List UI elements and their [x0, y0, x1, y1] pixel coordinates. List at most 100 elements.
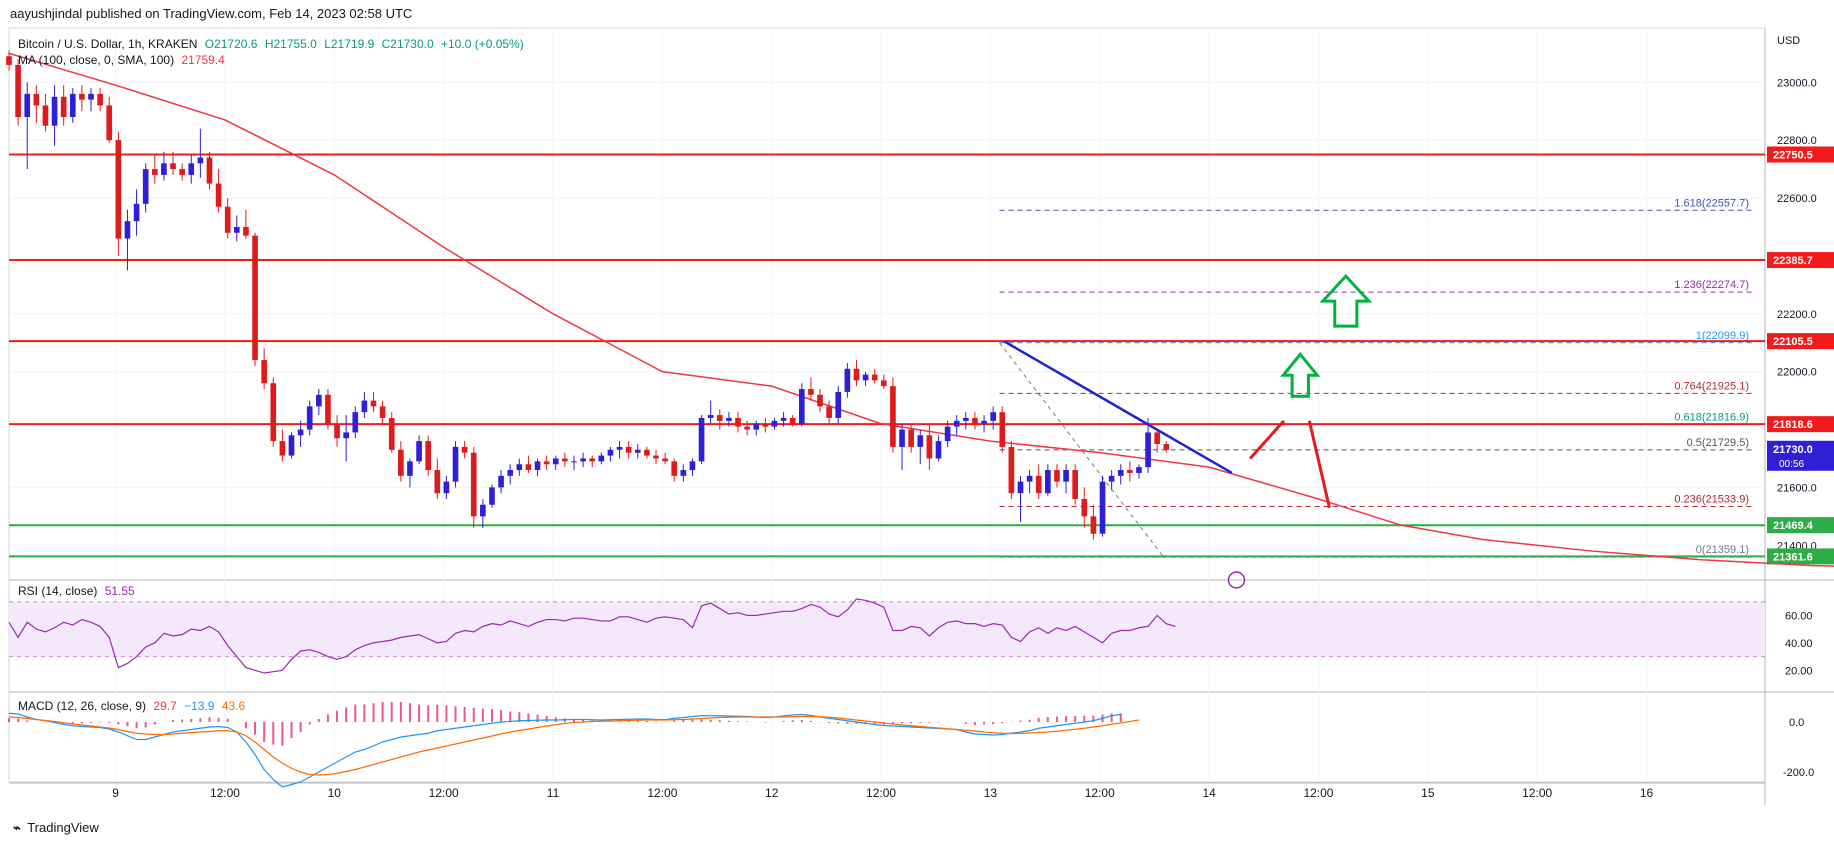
candle-body — [1017, 481, 1024, 494]
x-tick-label: 11 — [547, 786, 560, 800]
candle-body — [990, 412, 996, 421]
fib-level-label: 0.236(21533.9) — [1674, 494, 1749, 506]
published-header: aayushjindal published on TradingView.co… — [0, 0, 1834, 28]
fib-level-label: 0(21359.1) — [1696, 544, 1749, 556]
candle-body — [525, 464, 532, 471]
candle-body — [662, 458, 668, 462]
level-price-tag — [1767, 333, 1834, 350]
candle-body — [1117, 470, 1124, 476]
candle-body — [625, 446, 632, 453]
candle-body — [124, 221, 131, 239]
macd-legend: MACD (12, 26, close, 9) 29.7 −13.9 43.6 — [18, 699, 249, 713]
x-tick-label: 10 — [328, 786, 342, 800]
candle-body — [716, 415, 723, 421]
level-price-label: 21818.6 — [1773, 419, 1813, 431]
candle-body — [1035, 475, 1042, 494]
level-price-tag — [1767, 548, 1834, 565]
candle-body — [726, 417, 732, 421]
rsi-tick-label: 40.00 — [1785, 638, 1813, 650]
candle-body — [1008, 446, 1015, 494]
candle-body — [744, 426, 750, 430]
x-tick-label: 14 — [1202, 786, 1216, 800]
level-price-label: 21361.6 — [1773, 551, 1813, 563]
footer: ⌁ TradingView — [12, 820, 99, 836]
candle-body — [899, 429, 905, 447]
rsi-legend: RSI (14, close) 51.55 — [18, 584, 139, 598]
candle-body — [926, 435, 933, 459]
candle-body — [416, 441, 422, 462]
candle-body — [470, 452, 477, 517]
fib-level-label: 1(22099.9) — [1696, 330, 1749, 342]
rsi-tick-label: 60.00 — [1785, 610, 1813, 622]
candle-body — [206, 157, 213, 184]
candle-body — [1108, 475, 1115, 482]
candle-body — [999, 412, 1006, 447]
candle-body — [1099, 481, 1106, 534]
candle-body — [644, 449, 650, 456]
last-price-tag — [1767, 440, 1834, 471]
candle-body — [689, 461, 696, 471]
rsi-tick-label: 20.00 — [1785, 665, 1813, 677]
fib-diagonal — [999, 342, 1164, 558]
candle-body — [972, 417, 978, 424]
candle-body — [562, 458, 568, 462]
x-tick-label: 12:00 — [647, 786, 677, 800]
candle-body — [334, 423, 340, 439]
level-price-tag — [1767, 416, 1834, 433]
x-tick-label: 12:00 — [429, 786, 459, 800]
candle-body — [1127, 470, 1133, 473]
candle-body — [798, 389, 805, 424]
last-price-label: 21730.0 — [1773, 444, 1813, 456]
candle-body — [953, 420, 960, 427]
published-text: aayushjindal published on TradingView.co… — [10, 6, 413, 21]
level-price-label: 22385.7 — [1773, 255, 1813, 267]
candle-body — [343, 432, 349, 439]
candle-body — [1081, 498, 1088, 517]
x-tick-label: 12:00 — [866, 786, 896, 800]
candle-body — [981, 420, 987, 424]
candle-body — [552, 458, 559, 465]
rsi-value: 51.55 — [104, 584, 135, 598]
candle-body — [1090, 516, 1097, 534]
fib-level-label: 1.236(22274.7) — [1674, 279, 1749, 291]
countdown-label: 00:56 — [1779, 459, 1804, 470]
candle-body — [279, 441, 286, 456]
candle-body — [151, 169, 158, 175]
candle-body — [60, 96, 67, 118]
candle-body — [443, 481, 450, 494]
candle-body — [607, 449, 614, 456]
candle-body — [634, 449, 641, 453]
candle-body — [944, 426, 951, 442]
candle-body — [835, 391, 842, 418]
candle-body — [407, 461, 413, 476]
green-up-arrow-icon — [1319, 273, 1373, 328]
level-price-tag — [1767, 517, 1834, 534]
x-tick-label: 12:00 — [210, 786, 240, 800]
rsi-line — [8, 598, 1176, 674]
candle-body — [753, 423, 760, 430]
candle-body — [853, 368, 860, 381]
macd-tick-label: 0.0 — [1789, 717, 1804, 729]
candle-body — [1154, 432, 1161, 444]
y-tick-label: 21600.0 — [1777, 482, 1817, 494]
x-tick-label: 12:00 — [1522, 786, 1552, 800]
candle-body — [42, 105, 49, 126]
candle-body — [133, 203, 140, 222]
candle-body — [1163, 444, 1170, 450]
fib-level-label: 0.618(21816.9) — [1674, 412, 1749, 424]
y-tick-label: 22000.0 — [1777, 367, 1817, 379]
macd-value-2: −13.9 — [184, 699, 215, 713]
candle-body — [97, 93, 103, 106]
macd-line — [8, 712, 1121, 788]
candle-body — [69, 93, 76, 118]
y-tick-label: 22800.0 — [1777, 135, 1817, 147]
candle-body — [106, 105, 113, 141]
level-price-tag — [1767, 252, 1834, 269]
rsi-label: RSI (14, close) — [18, 584, 98, 598]
candle-body — [771, 420, 778, 427]
symbol-legend: Bitcoin / U.S. Dollar, 1h, KRAKEN O21720… — [18, 37, 528, 51]
candle-body — [671, 461, 678, 476]
candle-body — [808, 389, 814, 395]
candle-body — [789, 417, 796, 424]
